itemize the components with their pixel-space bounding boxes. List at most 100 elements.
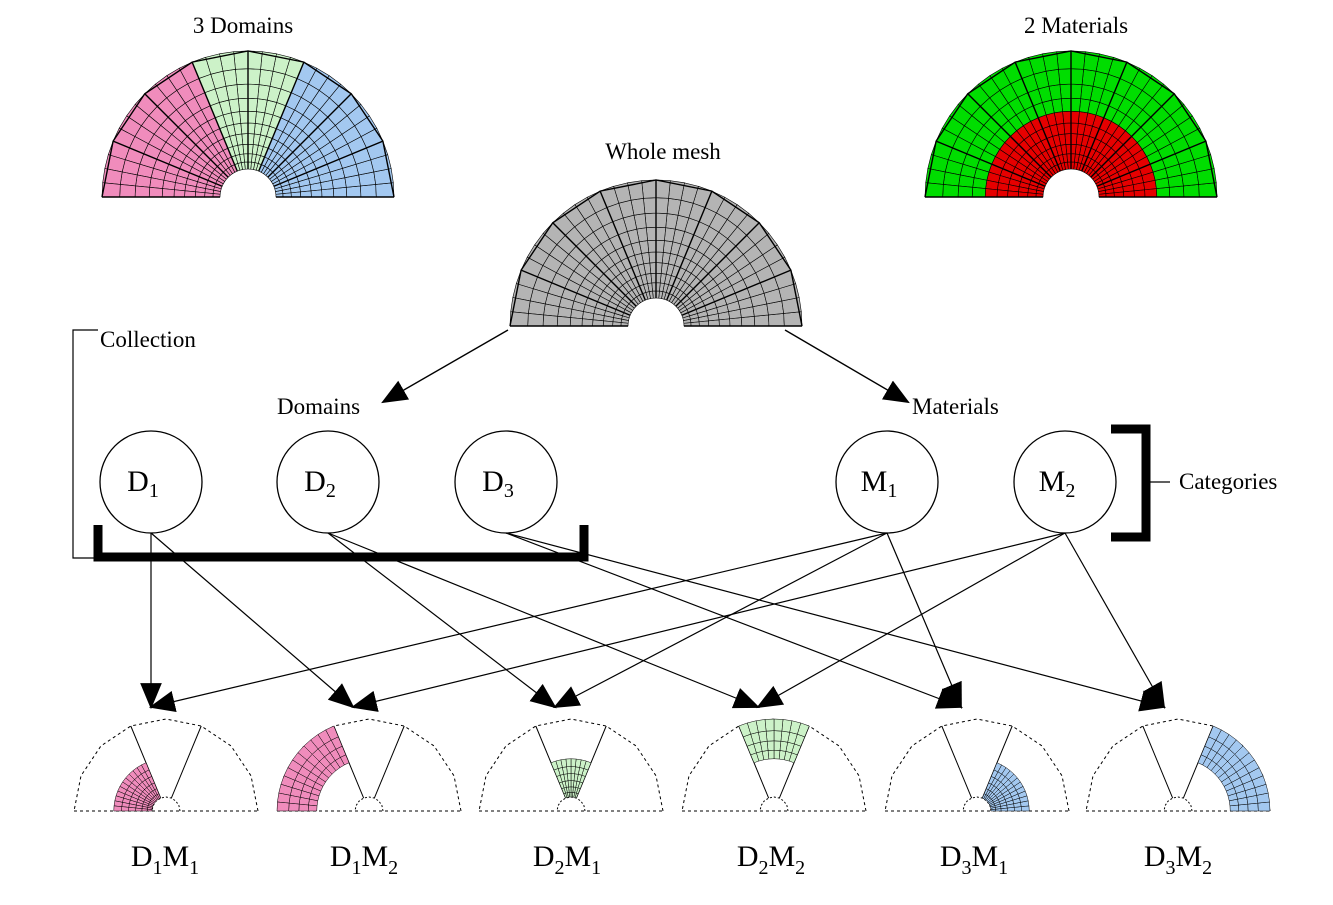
combo-label-d3m1: D3M1 xyxy=(940,840,1008,879)
mesh-cell xyxy=(550,760,559,771)
whole-mesh-title: Whole mesh xyxy=(605,139,721,164)
mesh-cell xyxy=(1070,133,1078,145)
mesh-cell xyxy=(765,730,775,742)
mesh-cell xyxy=(346,185,362,198)
mesh-cell xyxy=(307,804,318,812)
combo-hole xyxy=(962,796,992,812)
mesh-spoke xyxy=(552,222,637,307)
mesh-cell xyxy=(147,808,153,812)
edge-m2-d2m2 xyxy=(756,532,1066,709)
materials-mesh-title: 2 Materials xyxy=(1024,13,1128,38)
whole-mesh xyxy=(509,179,803,327)
mesh-outline xyxy=(509,179,803,327)
edge-m1-d2m1 xyxy=(553,532,888,709)
mesh-spoke xyxy=(675,222,760,307)
collection-label: Collection xyxy=(100,327,196,352)
mesh-cell xyxy=(556,315,571,327)
mesh-cell xyxy=(247,122,256,135)
domain-node-d2: D2 xyxy=(276,430,380,534)
mesh-cell xyxy=(971,186,986,198)
mesh-cell xyxy=(1169,185,1185,198)
mesh-cell xyxy=(996,189,1009,198)
mesh-cell xyxy=(602,320,614,327)
mesh-cell xyxy=(764,718,775,732)
materials-label: Materials xyxy=(912,394,999,419)
mesh-cell xyxy=(236,83,249,99)
svg-text:D1: D1 xyxy=(127,465,159,502)
mesh-cell xyxy=(1007,190,1019,198)
mesh-spoke xyxy=(1081,61,1128,172)
mesh-spoke xyxy=(144,93,229,178)
mesh-cell xyxy=(773,749,781,760)
domains-label: Domains xyxy=(277,394,360,419)
mesh-cell xyxy=(148,186,163,198)
mesh-cell xyxy=(655,272,662,284)
mesh-cell xyxy=(1060,97,1072,112)
mesh-cell xyxy=(298,803,309,812)
mesh-cell xyxy=(655,212,668,228)
mesh-spoke xyxy=(1014,61,1061,172)
mesh-cell xyxy=(237,97,249,112)
mesh-cell xyxy=(644,212,657,228)
categories-bracket xyxy=(1111,424,1151,542)
combo-hole xyxy=(354,796,384,812)
mesh-cell xyxy=(134,185,150,198)
edge-d3-d3m1 xyxy=(505,532,964,709)
collection-bracket xyxy=(93,525,589,562)
mesh-cell xyxy=(655,239,665,253)
mesh-cell xyxy=(570,786,574,793)
mesh-cell xyxy=(1058,68,1072,85)
mesh-cell xyxy=(643,197,657,214)
edge-d3-d3m2 xyxy=(505,532,1167,712)
mesh-spoke xyxy=(273,140,384,187)
mesh-cell xyxy=(773,718,784,732)
mesh-cell xyxy=(766,740,775,751)
combo-mesh-d2m1 xyxy=(478,718,664,812)
svg-text:M1: M1 xyxy=(861,465,898,502)
mesh-cell xyxy=(768,313,785,327)
mesh-cell xyxy=(119,184,136,198)
mesh-cell xyxy=(570,758,577,768)
mesh-cell xyxy=(333,186,348,198)
edge-m1-d1m1 xyxy=(148,532,888,713)
mesh-cell xyxy=(247,110,257,124)
mesh-cell xyxy=(141,808,148,812)
combo-label-d3m2: D3M2 xyxy=(1144,840,1212,879)
mesh-spoke xyxy=(935,140,1046,187)
mesh-cell xyxy=(288,802,300,812)
material-node-m2: M2 xyxy=(1013,430,1117,534)
mesh-spoke xyxy=(1096,140,1207,187)
domains-mesh xyxy=(101,50,395,198)
combo-mesh-d1m1 xyxy=(73,718,259,812)
mesh-cell xyxy=(1156,186,1171,198)
mesh-cell xyxy=(754,314,770,327)
domain-boundary xyxy=(373,725,405,799)
mesh-cell xyxy=(984,188,998,198)
mesh-cell xyxy=(247,68,261,85)
combo-mesh-d3m1 xyxy=(884,718,1070,812)
mesh-cell xyxy=(655,251,664,264)
edge-d2-d2m1 xyxy=(327,532,557,709)
combo-mesh-d2m2 xyxy=(681,718,867,812)
mesh-cell xyxy=(161,188,175,198)
mesh-cell xyxy=(527,313,544,327)
mesh-cell xyxy=(113,805,123,812)
combo-hole xyxy=(759,796,789,812)
mesh-cell xyxy=(1238,803,1249,812)
mesh-cell xyxy=(247,97,259,112)
mesh-cell xyxy=(570,792,574,798)
mesh-cell xyxy=(942,184,959,198)
mesh-cell xyxy=(173,189,186,198)
domain-boundary xyxy=(941,725,973,799)
mesh-cell xyxy=(360,184,377,198)
mesh-cell xyxy=(592,319,604,327)
combo-label-d1m2: D1M2 xyxy=(330,840,398,879)
mesh-outline xyxy=(101,50,395,198)
mesh-spoke xyxy=(520,269,631,316)
mesh-cell xyxy=(542,314,558,327)
mesh-spoke xyxy=(258,61,305,172)
domains-mesh-title: 3 Domains xyxy=(193,13,293,38)
mesh-spoke xyxy=(267,93,352,178)
mesh-cell xyxy=(1247,802,1259,812)
